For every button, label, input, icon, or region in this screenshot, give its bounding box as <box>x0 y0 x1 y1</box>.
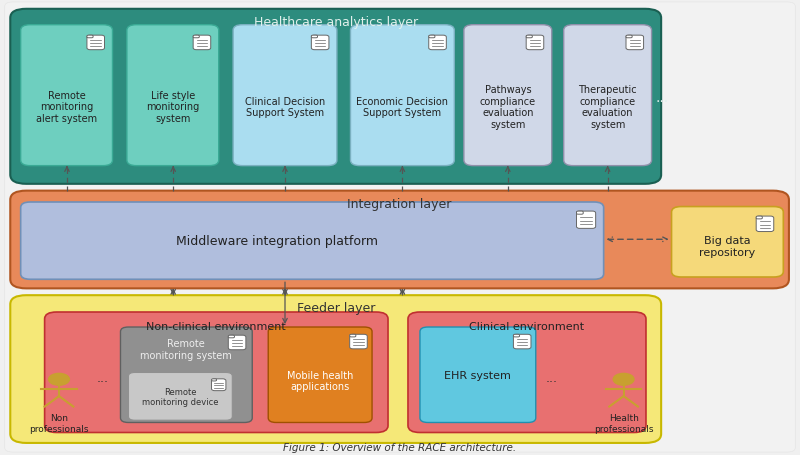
FancyBboxPatch shape <box>514 334 519 337</box>
FancyBboxPatch shape <box>228 335 246 350</box>
FancyBboxPatch shape <box>87 36 93 39</box>
Text: Big data
repository: Big data repository <box>699 236 755 257</box>
FancyBboxPatch shape <box>10 10 661 184</box>
Text: ...: ... <box>655 91 669 105</box>
Text: Non
professionals: Non professionals <box>30 414 89 433</box>
FancyBboxPatch shape <box>350 334 356 337</box>
Text: Remote
monitoring device: Remote monitoring device <box>142 387 218 406</box>
FancyBboxPatch shape <box>526 36 544 51</box>
FancyBboxPatch shape <box>87 36 105 51</box>
FancyBboxPatch shape <box>211 379 226 391</box>
FancyBboxPatch shape <box>268 327 372 423</box>
FancyBboxPatch shape <box>121 327 252 423</box>
Text: Integration layer: Integration layer <box>347 197 452 210</box>
Text: Figure 1: Overview of the RACE architecture.: Figure 1: Overview of the RACE architect… <box>283 442 517 452</box>
Text: ...: ... <box>97 371 109 384</box>
FancyBboxPatch shape <box>429 36 435 39</box>
FancyBboxPatch shape <box>193 36 199 39</box>
FancyBboxPatch shape <box>211 379 217 381</box>
FancyBboxPatch shape <box>10 296 661 443</box>
Text: Clinical Decision
Support System: Clinical Decision Support System <box>245 96 325 118</box>
FancyBboxPatch shape <box>756 217 774 232</box>
FancyBboxPatch shape <box>228 335 234 338</box>
FancyBboxPatch shape <box>514 334 531 349</box>
Text: Healthcare analytics layer: Healthcare analytics layer <box>254 16 418 29</box>
FancyBboxPatch shape <box>420 327 536 423</box>
FancyBboxPatch shape <box>193 36 210 51</box>
FancyBboxPatch shape <box>756 217 762 219</box>
FancyBboxPatch shape <box>5 3 795 452</box>
FancyBboxPatch shape <box>526 36 532 39</box>
Text: Therapeutic
compliance
evaluation
system: Therapeutic compliance evaluation system <box>578 85 637 130</box>
Text: Mobile health
applications: Mobile health applications <box>287 370 354 391</box>
Text: Middleware integration platform: Middleware integration platform <box>176 235 378 248</box>
FancyBboxPatch shape <box>464 25 552 166</box>
Text: Remote
monitoring
alert system: Remote monitoring alert system <box>36 91 97 124</box>
Text: Remote
monitoring system: Remote monitoring system <box>141 338 232 360</box>
FancyBboxPatch shape <box>626 36 632 39</box>
Text: Life style
monitoring
system: Life style monitoring system <box>146 91 199 124</box>
Circle shape <box>614 374 634 385</box>
Text: ...: ... <box>546 371 558 384</box>
Text: Non-clinical environment: Non-clinical environment <box>146 321 286 331</box>
FancyBboxPatch shape <box>429 36 446 51</box>
Text: Feeder layer: Feeder layer <box>297 301 375 314</box>
Circle shape <box>49 374 70 385</box>
FancyBboxPatch shape <box>45 312 388 433</box>
FancyBboxPatch shape <box>129 373 232 420</box>
Text: Clinical environment: Clinical environment <box>470 321 585 331</box>
FancyBboxPatch shape <box>21 25 113 166</box>
FancyBboxPatch shape <box>577 212 596 229</box>
FancyBboxPatch shape <box>21 202 604 280</box>
FancyBboxPatch shape <box>127 25 218 166</box>
Text: EHR system: EHR system <box>445 370 511 380</box>
Text: Health
professionals: Health professionals <box>594 414 654 433</box>
FancyBboxPatch shape <box>408 312 646 433</box>
FancyBboxPatch shape <box>350 25 454 166</box>
FancyBboxPatch shape <box>564 25 651 166</box>
Text: Economic Decision
Support System: Economic Decision Support System <box>356 96 448 118</box>
FancyBboxPatch shape <box>233 25 337 166</box>
FancyBboxPatch shape <box>577 212 583 215</box>
FancyBboxPatch shape <box>10 191 789 289</box>
Text: Pathways
compliance
evaluation
system: Pathways compliance evaluation system <box>480 85 536 130</box>
FancyBboxPatch shape <box>626 36 643 51</box>
FancyBboxPatch shape <box>671 207 783 278</box>
FancyBboxPatch shape <box>311 36 329 51</box>
FancyBboxPatch shape <box>311 36 318 39</box>
FancyBboxPatch shape <box>350 334 367 349</box>
